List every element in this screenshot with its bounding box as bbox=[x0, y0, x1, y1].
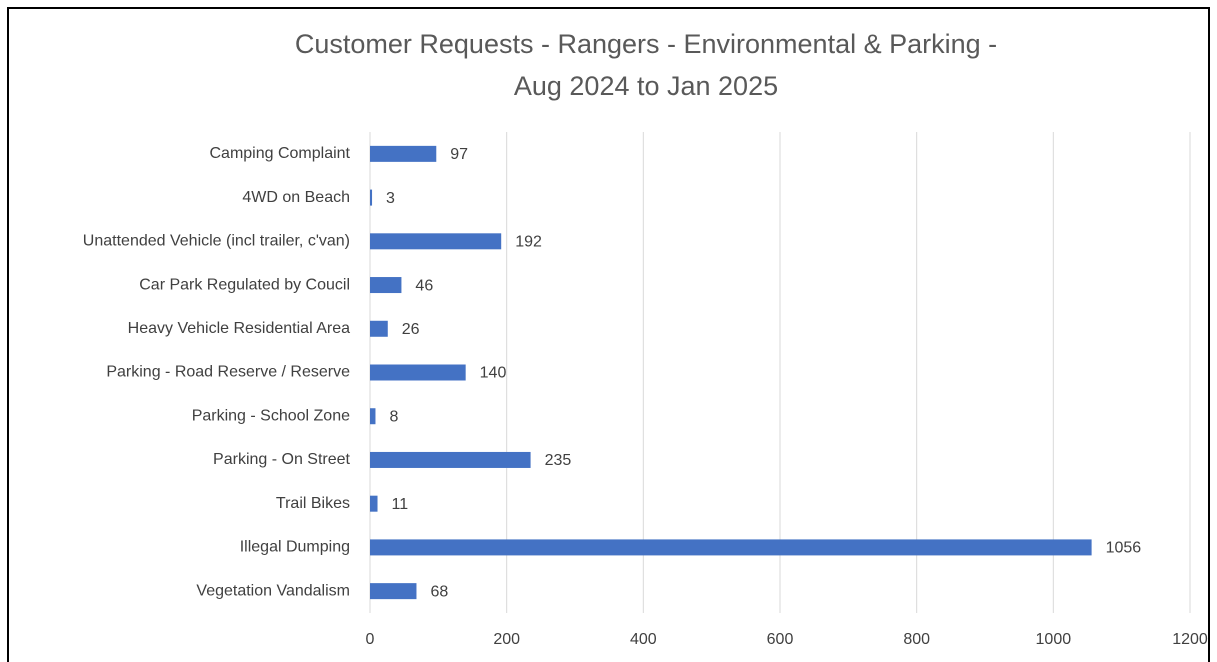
y-tick-label: Unattended Vehicle (incl trailer, c'van) bbox=[83, 233, 350, 250]
data-label: 8 bbox=[389, 408, 398, 425]
x-tick-label: 600 bbox=[767, 631, 794, 648]
x-tick-label: 200 bbox=[493, 631, 520, 648]
bar bbox=[370, 539, 1092, 556]
chart-title: Aug 2024 to Jan 2025 bbox=[514, 71, 778, 101]
bar bbox=[370, 364, 466, 381]
x-tick-label: 1000 bbox=[1036, 631, 1072, 648]
bar bbox=[370, 189, 373, 206]
x-tick-label: 1200 bbox=[1172, 631, 1208, 648]
bar bbox=[370, 145, 437, 162]
y-tick-label: Camping Complaint bbox=[209, 145, 350, 162]
y-tick-label: Trail Bikes bbox=[276, 495, 350, 512]
data-label: 3 bbox=[386, 190, 395, 207]
data-label: 192 bbox=[515, 234, 542, 251]
data-label: 68 bbox=[430, 583, 448, 600]
y-tick-label: 4WD on Beach bbox=[242, 189, 350, 206]
x-tick-label: 800 bbox=[903, 631, 930, 648]
y-tick-label: Illegal Dumping bbox=[240, 539, 350, 556]
chart-title: Customer Requests - Rangers - Environmen… bbox=[295, 29, 997, 59]
x-tick-label: 0 bbox=[366, 631, 375, 648]
bar bbox=[370, 495, 378, 512]
data-label: 46 bbox=[415, 277, 433, 294]
y-tick-label: Vegetation Vandalism bbox=[196, 582, 350, 599]
y-tick-label: Parking - Road Reserve / Reserve bbox=[106, 364, 350, 381]
data-label: 26 bbox=[402, 321, 420, 338]
bar bbox=[370, 320, 388, 337]
data-label: 11 bbox=[392, 496, 409, 513]
bar bbox=[370, 451, 531, 468]
data-label: 140 bbox=[480, 365, 507, 382]
bar bbox=[370, 408, 376, 425]
bar bbox=[370, 277, 402, 294]
data-label: 97 bbox=[450, 146, 468, 163]
y-tick-label: Heavy Vehicle Residential Area bbox=[128, 320, 350, 337]
bar bbox=[370, 583, 417, 600]
x-tick-label: 400 bbox=[630, 631, 657, 648]
y-tick-label: Parking - On Street bbox=[213, 451, 351, 468]
y-tick-label: Car Park Regulated by Coucil bbox=[139, 276, 350, 293]
y-tick-label: Parking - School Zone bbox=[192, 407, 350, 424]
data-label: 235 bbox=[545, 452, 572, 469]
bar bbox=[370, 233, 502, 250]
data-label: 1056 bbox=[1106, 540, 1142, 557]
